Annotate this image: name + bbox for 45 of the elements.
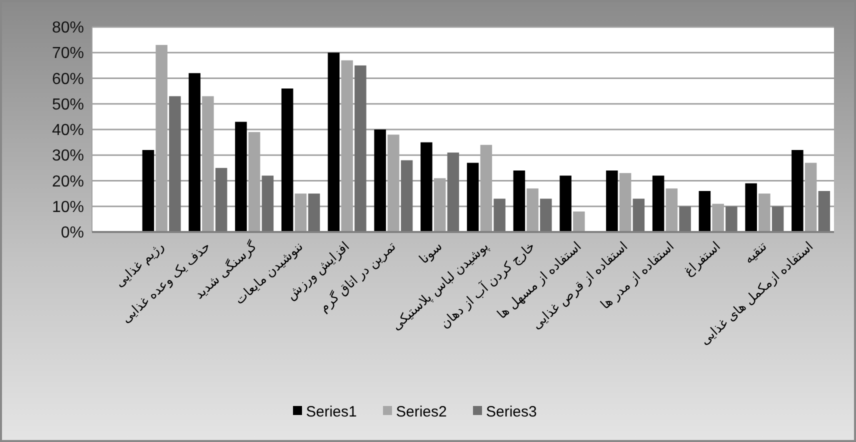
bar bbox=[679, 206, 691, 232]
bar bbox=[354, 65, 366, 232]
x-tick-label: استفراغ bbox=[680, 238, 724, 280]
bar bbox=[494, 198, 506, 232]
bar bbox=[560, 176, 572, 232]
bar bbox=[142, 150, 154, 232]
bar bbox=[606, 170, 618, 232]
bar bbox=[308, 194, 320, 232]
bar bbox=[573, 212, 585, 232]
bar bbox=[235, 122, 247, 232]
bar bbox=[169, 96, 181, 232]
bar bbox=[772, 206, 784, 232]
bar bbox=[400, 160, 413, 232]
x-tick-label: سونا bbox=[416, 238, 446, 268]
bar bbox=[792, 150, 804, 232]
y-tick-label: 20% bbox=[52, 173, 84, 190]
y-tick-label: 10% bbox=[52, 198, 84, 216]
bar bbox=[652, 176, 664, 232]
bar bbox=[818, 191, 830, 232]
bar bbox=[262, 176, 274, 232]
bar bbox=[540, 198, 552, 232]
bar bbox=[726, 206, 738, 232]
y-tick-label: 30% bbox=[52, 148, 84, 165]
bar bbox=[632, 198, 645, 232]
bar bbox=[328, 52, 340, 232]
bar bbox=[745, 183, 757, 232]
bar bbox=[447, 152, 460, 232]
y-tick-label: 80% bbox=[52, 20, 84, 37]
legend-label: Series3 bbox=[486, 403, 537, 420]
bar bbox=[698, 191, 711, 232]
bar bbox=[466, 162, 479, 232]
legend-label: Series1 bbox=[306, 403, 357, 420]
y-tick-label: 0% bbox=[60, 224, 84, 242]
bar bbox=[281, 88, 294, 232]
y-tick-label: 70% bbox=[52, 45, 84, 62]
bar bbox=[420, 142, 432, 232]
bar bbox=[513, 170, 526, 232]
y-tick-label: 40% bbox=[52, 122, 84, 140]
y-tick-label: 60% bbox=[52, 70, 84, 88]
bar bbox=[374, 130, 386, 232]
legend-label: Series2 bbox=[396, 403, 447, 420]
bar bbox=[215, 168, 228, 232]
x-tick-label: تنقیه bbox=[740, 238, 770, 266]
bar bbox=[188, 73, 200, 232]
y-tick-label: 50% bbox=[52, 96, 84, 114]
